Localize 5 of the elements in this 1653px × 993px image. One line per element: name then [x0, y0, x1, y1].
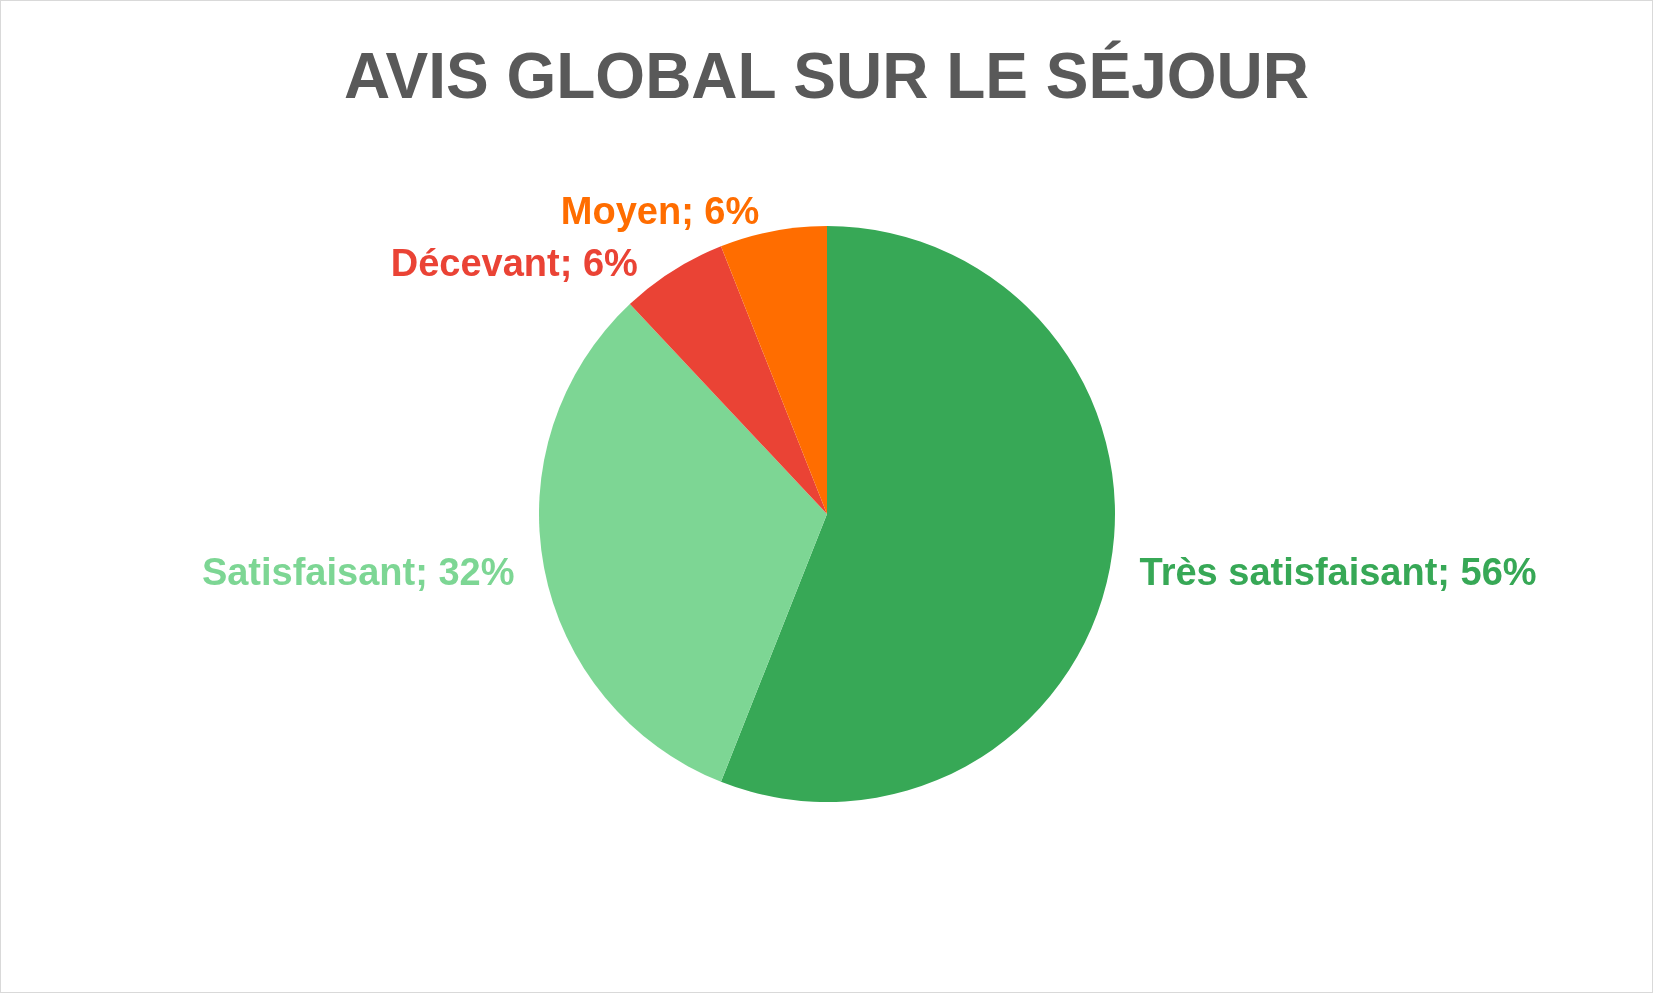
slice-label: Très satisfaisant; 56% [1139, 550, 1537, 593]
slice-label: Décevant; 6% [390, 242, 638, 285]
chart-title: AVIS GLOBAL SUR LE SÉJOUR [344, 40, 1309, 112]
slice-label: Moyen; 6% [560, 190, 760, 233]
slice-label: Satisfaisant; 32% [201, 550, 515, 593]
